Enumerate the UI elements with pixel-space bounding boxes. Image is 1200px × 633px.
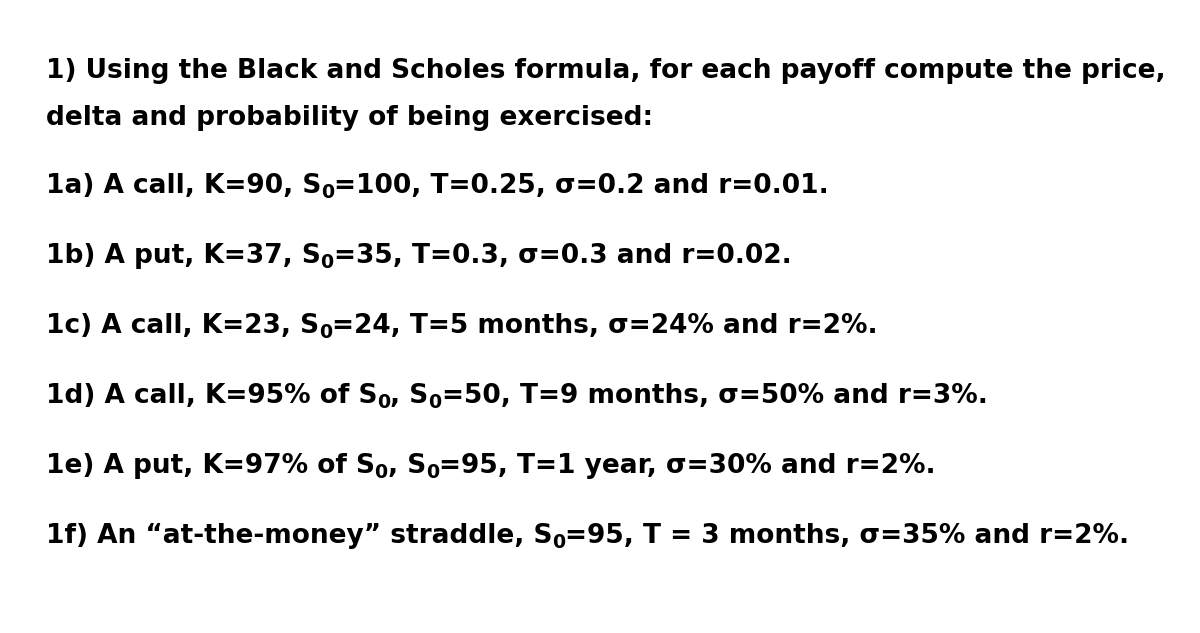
Text: 0: 0 [374,463,388,482]
Text: 1d) A call, K=95% of S: 1d) A call, K=95% of S [46,383,377,409]
Text: 1a) A call, K=90, S: 1a) A call, K=90, S [46,173,320,199]
Text: delta and probability of being exercised:: delta and probability of being exercised… [46,105,653,131]
Text: 0: 0 [428,393,442,412]
Text: =100, T=0.25, σ=0.2 and r=0.01.: =100, T=0.25, σ=0.2 and r=0.01. [334,173,829,199]
Text: =35, T=0.3, σ=0.3 and r=0.02.: =35, T=0.3, σ=0.3 and r=0.02. [334,243,791,269]
Text: 0: 0 [320,253,334,272]
Text: =50, T=9 months, σ=50% and r=3%.: =50, T=9 months, σ=50% and r=3%. [442,383,988,409]
Text: 0: 0 [377,393,390,412]
Text: 0: 0 [426,463,439,482]
Text: 1f) An “at-the-money” straddle, S: 1f) An “at-the-money” straddle, S [46,523,552,549]
Text: , S: , S [388,453,426,479]
Text: 0: 0 [552,533,565,552]
Text: =95, T = 3 months, σ=35% and r=2%.: =95, T = 3 months, σ=35% and r=2%. [565,523,1129,549]
Text: , S: , S [390,383,428,409]
Text: =95, T=1 year, σ=30% and r=2%.: =95, T=1 year, σ=30% and r=2%. [439,453,936,479]
Text: 1c) A call, K=23, S: 1c) A call, K=23, S [46,313,319,339]
Text: 1e) A put, K=97% of S: 1e) A put, K=97% of S [46,453,374,479]
Text: =24, T=5 months, σ=24% and r=2%.: =24, T=5 months, σ=24% and r=2%. [332,313,877,339]
Text: 1) Using the Black and Scholes formula, for each payoff compute the price,: 1) Using the Black and Scholes formula, … [46,58,1165,84]
Text: 1b) A put, K=37, S: 1b) A put, K=37, S [46,243,320,269]
Text: 0: 0 [320,183,334,202]
Text: 0: 0 [319,323,332,342]
